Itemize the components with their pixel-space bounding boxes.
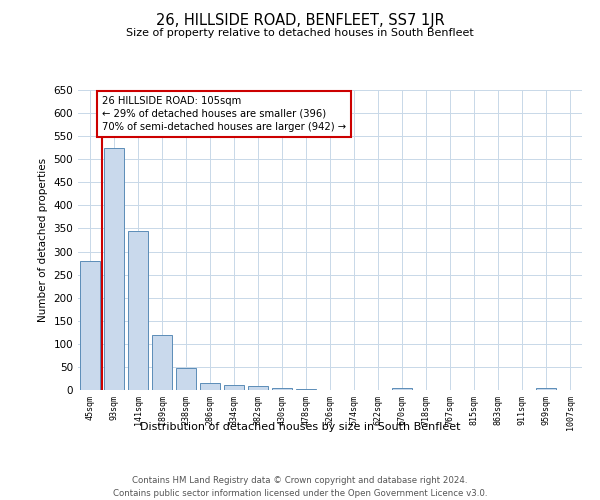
Text: 26 HILLSIDE ROAD: 105sqm
← 29% of detached houses are smaller (396)
70% of semi-: 26 HILLSIDE ROAD: 105sqm ← 29% of detach… — [102, 96, 346, 132]
Bar — [272, 388, 292, 390]
Text: Distribution of detached houses by size in South Benfleet: Distribution of detached houses by size … — [140, 422, 460, 432]
Bar — [536, 388, 556, 390]
Bar — [128, 231, 148, 390]
Text: Contains HM Land Registry data © Crown copyright and database right 2024.: Contains HM Land Registry data © Crown c… — [132, 476, 468, 485]
Bar — [152, 334, 172, 390]
Bar — [296, 388, 316, 390]
Y-axis label: Number of detached properties: Number of detached properties — [38, 158, 48, 322]
Bar — [248, 386, 268, 390]
Text: 26, HILLSIDE ROAD, BENFLEET, SS7 1JR: 26, HILLSIDE ROAD, BENFLEET, SS7 1JR — [155, 12, 445, 28]
Text: Contains public sector information licensed under the Open Government Licence v3: Contains public sector information licen… — [113, 489, 487, 498]
Bar — [80, 261, 100, 390]
Text: Size of property relative to detached houses in South Benfleet: Size of property relative to detached ho… — [126, 28, 474, 38]
Bar — [200, 382, 220, 390]
Bar — [104, 148, 124, 390]
Bar — [392, 388, 412, 390]
Bar — [176, 368, 196, 390]
Bar — [224, 385, 244, 390]
